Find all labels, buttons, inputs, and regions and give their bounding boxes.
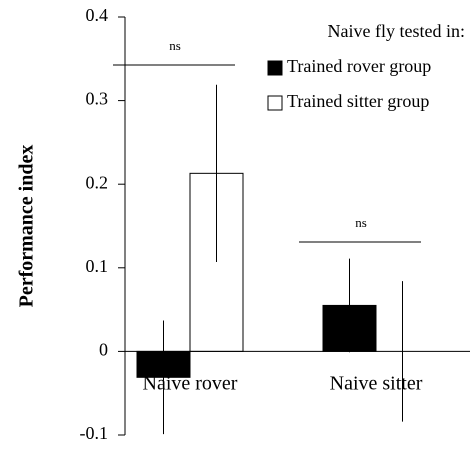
y-tick-label: 0.4 [86, 5, 109, 25]
legend-label: Trained rover group [287, 56, 431, 76]
legend-swatch [267, 60, 283, 76]
y-tick-label: -0.1 [80, 423, 109, 443]
legend-label: Trained sitter group [287, 91, 429, 111]
y-tick-label: 0 [99, 340, 108, 360]
x-tick-label: Naive rover [143, 373, 238, 395]
legend-swatch [267, 95, 283, 111]
significance-label: ns [355, 215, 367, 230]
legend-title: Naive fly tested in: [328, 21, 465, 41]
y-tick-label: 0.3 [86, 89, 109, 109]
y-tick-label: 0.1 [86, 256, 109, 276]
y-tick-label: 0.2 [86, 172, 109, 192]
y-axis-label: Performance index [16, 145, 38, 308]
x-tick-label: Naive sitter [330, 373, 423, 395]
significance-label: ns [169, 38, 181, 53]
